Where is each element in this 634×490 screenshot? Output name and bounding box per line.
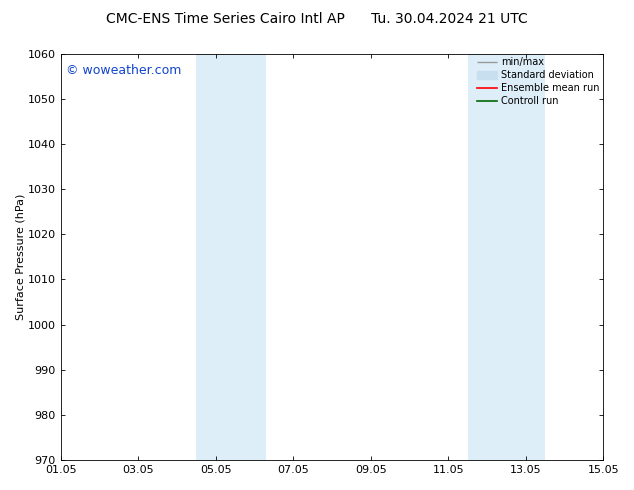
Bar <box>468 53 545 460</box>
Y-axis label: Surface Pressure (hPa): Surface Pressure (hPa) <box>15 194 25 320</box>
Legend: min/max, Standard deviation, Ensemble mean run, Controll run: min/max, Standard deviation, Ensemble me… <box>476 55 601 108</box>
Text: CMC-ENS Time Series Cairo Intl AP      Tu. 30.04.2024 21 UTC: CMC-ENS Time Series Cairo Intl AP Tu. 30… <box>106 12 528 26</box>
Text: © woweather.com: © woweather.com <box>66 64 181 77</box>
Bar <box>197 53 266 460</box>
